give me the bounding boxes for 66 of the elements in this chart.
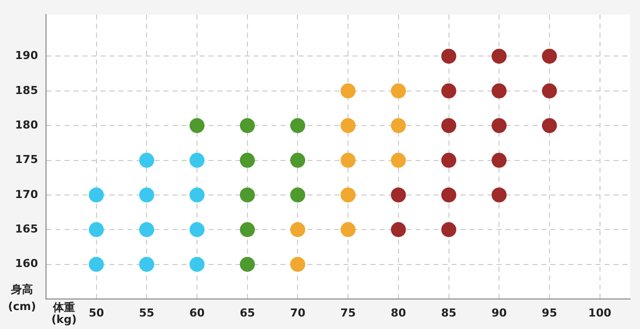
point (390, 118, 406, 134)
y-tick-label: 175 (15, 153, 38, 166)
point (139, 187, 154, 202)
y-tick-label: 165 (15, 222, 38, 236)
point (340, 152, 356, 168)
point (190, 222, 205, 238)
point (88, 187, 104, 202)
point (290, 256, 306, 272)
point (88, 256, 104, 272)
x-tick-label: 95 (542, 306, 558, 320)
point (190, 187, 205, 202)
point (492, 152, 507, 168)
point (492, 83, 507, 98)
point (390, 222, 406, 238)
x-tick-label: 100 (588, 306, 612, 320)
y-tick-label: 160 (15, 257, 38, 270)
x-tick-label: 90 (491, 306, 508, 320)
x-tick-label: 75 (340, 306, 356, 320)
point (441, 222, 456, 238)
point (340, 83, 356, 98)
point (290, 187, 306, 202)
point (240, 222, 255, 238)
point (240, 187, 255, 202)
point (441, 48, 456, 64)
point (290, 152, 306, 168)
point (390, 152, 406, 168)
point (441, 152, 456, 168)
point (190, 152, 205, 168)
point (542, 118, 557, 134)
point (340, 187, 356, 202)
point (441, 83, 456, 98)
y-tick-label: 180 (15, 118, 38, 132)
point (240, 118, 255, 134)
point (492, 187, 507, 202)
x-tick-label: 80 (390, 306, 406, 320)
point (441, 118, 456, 134)
point (190, 256, 205, 272)
y-axis-title: 身高(cm) (8, 282, 36, 313)
point (441, 187, 456, 202)
x-tick-label: 55 (139, 306, 154, 320)
point (340, 118, 356, 134)
point (139, 222, 154, 238)
y-tick-label: 170 (15, 188, 38, 201)
x-tick-label: 65 (240, 306, 256, 320)
point (492, 48, 507, 64)
point (139, 256, 154, 272)
x-axis-title: 体重(kg) (51, 300, 77, 326)
y-tick-label: 190 (15, 49, 38, 62)
point (542, 48, 557, 64)
x-tick-label: 70 (290, 306, 306, 320)
point (340, 222, 356, 238)
point (492, 118, 507, 134)
point (542, 83, 557, 98)
y-tick-label: 185 (15, 84, 38, 97)
point (390, 83, 406, 98)
point (390, 187, 406, 202)
point (240, 152, 255, 168)
point (240, 256, 255, 272)
point (190, 118, 205, 134)
x-tick-label: 50 (88, 306, 104, 320)
point (139, 152, 154, 168)
point (290, 118, 306, 134)
x-tick-label: 85 (441, 306, 456, 320)
point (88, 222, 104, 238)
x-tick-label: 60 (189, 306, 206, 320)
point (290, 222, 306, 238)
